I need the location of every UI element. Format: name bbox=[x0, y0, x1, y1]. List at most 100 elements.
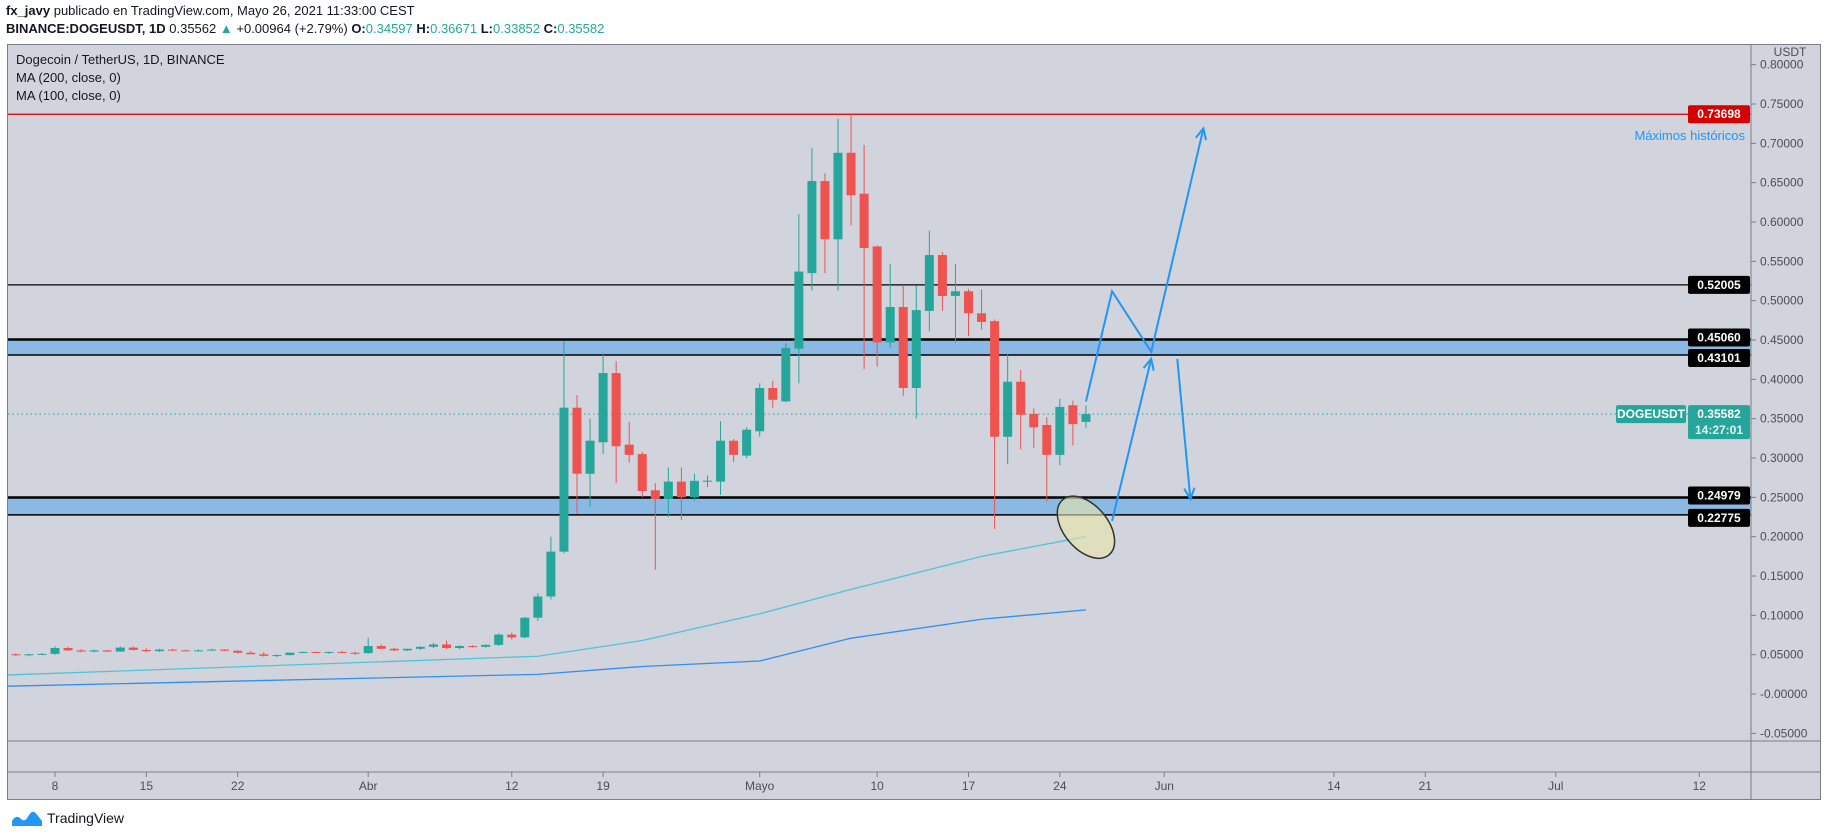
candle[interactable] bbox=[76, 649, 86, 653]
candle[interactable] bbox=[585, 418, 595, 507]
candle[interactable] bbox=[24, 653, 34, 657]
candle[interactable] bbox=[950, 263, 960, 343]
support-resistance-zone[interactable] bbox=[8, 497, 1751, 515]
candle[interactable] bbox=[402, 648, 412, 652]
chart-container[interactable] bbox=[7, 44, 1821, 800]
candle[interactable] bbox=[11, 653, 21, 657]
candle[interactable] bbox=[37, 653, 47, 655]
candle[interactable] bbox=[598, 353, 608, 455]
candle[interactable] bbox=[768, 380, 778, 408]
candle[interactable] bbox=[455, 645, 465, 650]
candle[interactable] bbox=[937, 251, 947, 311]
candle[interactable] bbox=[794, 214, 804, 384]
candle[interactable] bbox=[115, 646, 125, 652]
candle[interactable] bbox=[729, 439, 739, 462]
legend-ma200[interactable]: MA (200, close, 0) bbox=[16, 70, 121, 85]
candle[interactable] bbox=[220, 649, 230, 652]
candle[interactable] bbox=[337, 650, 347, 654]
candle[interactable] bbox=[703, 475, 712, 488]
candle[interactable] bbox=[885, 263, 895, 348]
candle[interactable] bbox=[833, 118, 843, 291]
tradingview-logo[interactable]: TradingView bbox=[10, 808, 124, 828]
candle[interactable] bbox=[324, 651, 334, 654]
candle-body bbox=[1003, 381, 1013, 437]
candle[interactable] bbox=[167, 648, 177, 652]
candle[interactable] bbox=[102, 649, 112, 652]
candle[interactable] bbox=[89, 649, 99, 653]
candle[interactable] bbox=[389, 647, 399, 652]
candle[interactable] bbox=[442, 640, 451, 650]
candle[interactable] bbox=[494, 633, 504, 647]
candle[interactable] bbox=[311, 651, 321, 654]
candle[interactable] bbox=[1029, 408, 1039, 448]
candle[interactable] bbox=[63, 646, 73, 652]
candle[interactable] bbox=[990, 319, 1000, 529]
candle[interactable] bbox=[755, 383, 765, 437]
candle[interactable] bbox=[207, 648, 217, 651]
candle[interactable] bbox=[663, 467, 673, 518]
candle[interactable] bbox=[1016, 369, 1026, 450]
candle[interactable] bbox=[716, 421, 726, 495]
ma100-line[interactable] bbox=[3, 609, 1087, 687]
arrow-path[interactable] bbox=[1111, 358, 1153, 522]
candle[interactable] bbox=[154, 648, 164, 652]
candle[interactable] bbox=[259, 651, 269, 657]
support-resistance-zone[interactable] bbox=[8, 339, 1751, 355]
candle[interactable] bbox=[481, 644, 491, 648]
candle[interactable] bbox=[689, 473, 699, 502]
arrow-path[interactable] bbox=[1176, 358, 1192, 500]
candle[interactable] bbox=[859, 144, 869, 370]
candle[interactable] bbox=[181, 649, 190, 652]
candle[interactable] bbox=[141, 648, 151, 653]
candle[interactable] bbox=[559, 340, 569, 554]
candle[interactable] bbox=[1081, 405, 1091, 428]
ma200-line[interactable] bbox=[3, 536, 1087, 676]
candle[interactable] bbox=[363, 637, 373, 654]
candle[interactable] bbox=[742, 427, 752, 459]
candle[interactable] bbox=[611, 361, 621, 484]
legend-ma100[interactable]: MA (100, close, 0) bbox=[16, 88, 121, 103]
candle[interactable] bbox=[781, 343, 791, 403]
candle[interactable] bbox=[977, 289, 987, 330]
candle[interactable] bbox=[1055, 399, 1065, 466]
candle[interactable] bbox=[924, 230, 934, 332]
candle[interactable] bbox=[415, 646, 425, 650]
candle[interactable] bbox=[624, 421, 634, 463]
candle[interactable] bbox=[468, 645, 478, 648]
candle[interactable] bbox=[128, 646, 138, 651]
candle[interactable] bbox=[1003, 353, 1013, 465]
candle[interactable] bbox=[964, 288, 973, 337]
highlight-ellipse[interactable] bbox=[1046, 486, 1126, 569]
candle[interactable] bbox=[376, 644, 386, 650]
candle[interactable] bbox=[233, 650, 243, 654]
candle[interactable] bbox=[820, 173, 830, 274]
candle[interactable] bbox=[272, 654, 282, 658]
candle[interactable] bbox=[846, 114, 856, 226]
candle[interactable] bbox=[1042, 417, 1052, 502]
candle[interactable] bbox=[507, 632, 517, 640]
candle[interactable] bbox=[872, 245, 882, 367]
candle[interactable] bbox=[572, 395, 582, 514]
candle[interactable] bbox=[194, 649, 204, 652]
candle[interactable] bbox=[676, 467, 686, 521]
author[interactable]: fx_javy bbox=[6, 3, 51, 18]
candle[interactable] bbox=[285, 652, 295, 656]
candle[interactable] bbox=[650, 483, 660, 570]
candle[interactable] bbox=[898, 284, 908, 396]
candle[interactable] bbox=[546, 536, 556, 600]
price-pane[interactable] bbox=[3, 113, 1751, 687]
candle[interactable] bbox=[637, 451, 647, 498]
candle[interactable] bbox=[246, 651, 256, 655]
x-tick-label: 19 bbox=[596, 779, 610, 793]
candle[interactable] bbox=[350, 651, 360, 655]
candle[interactable] bbox=[520, 616, 530, 639]
candle[interactable] bbox=[50, 646, 60, 655]
candle[interactable] bbox=[533, 593, 543, 621]
candle[interactable] bbox=[807, 148, 817, 291]
candle[interactable] bbox=[1068, 400, 1078, 446]
candle[interactable] bbox=[298, 651, 308, 654]
candle[interactable] bbox=[428, 642, 438, 649]
arrow-path[interactable] bbox=[1084, 128, 1205, 402]
candle[interactable] bbox=[911, 285, 921, 419]
